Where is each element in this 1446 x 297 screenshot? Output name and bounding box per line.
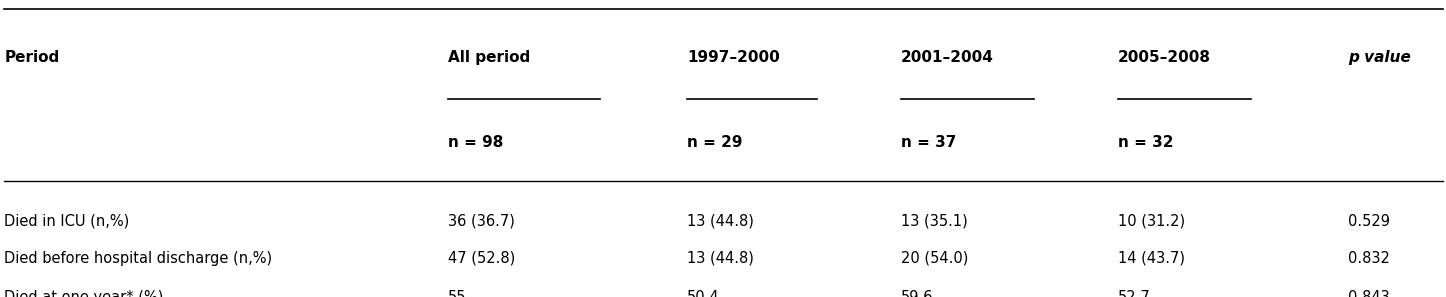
Text: 1997–2000: 1997–2000: [687, 50, 779, 66]
Text: Period: Period: [4, 50, 59, 66]
Text: 0.832: 0.832: [1348, 251, 1390, 266]
Text: 2001–2004: 2001–2004: [901, 50, 993, 66]
Text: All period: All period: [448, 50, 531, 66]
Text: 10 (31.2): 10 (31.2): [1118, 214, 1184, 229]
Text: 20 (54.0): 20 (54.0): [901, 251, 969, 266]
Text: 0.843: 0.843: [1348, 290, 1390, 297]
Text: n = 29: n = 29: [687, 135, 742, 150]
Text: 50.4: 50.4: [687, 290, 720, 297]
Text: 52.7: 52.7: [1118, 290, 1151, 297]
Text: Died in ICU (n,%): Died in ICU (n,%): [4, 214, 130, 229]
Text: 36 (36.7): 36 (36.7): [448, 214, 515, 229]
Text: 13 (44.8): 13 (44.8): [687, 251, 753, 266]
Text: 59.6: 59.6: [901, 290, 933, 297]
Text: 14 (43.7): 14 (43.7): [1118, 251, 1184, 266]
Text: Died before hospital discharge (n,%): Died before hospital discharge (n,%): [4, 251, 272, 266]
Text: 47 (52.8): 47 (52.8): [448, 251, 516, 266]
Text: 13 (35.1): 13 (35.1): [901, 214, 967, 229]
Text: n = 32: n = 32: [1118, 135, 1173, 150]
Text: n = 98: n = 98: [448, 135, 503, 150]
Text: n = 37: n = 37: [901, 135, 956, 150]
Text: Died at one year* (%): Died at one year* (%): [4, 290, 163, 297]
Text: 0.529: 0.529: [1348, 214, 1390, 229]
Text: p value: p value: [1348, 50, 1410, 66]
Text: 2005–2008: 2005–2008: [1118, 50, 1210, 66]
Text: 13 (44.8): 13 (44.8): [687, 214, 753, 229]
Text: 55: 55: [448, 290, 467, 297]
